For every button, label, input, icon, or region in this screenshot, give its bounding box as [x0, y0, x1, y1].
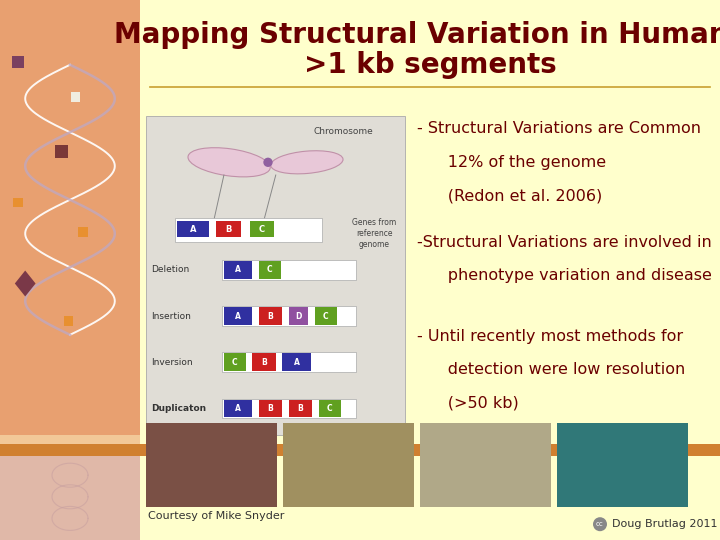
Text: Chromosome: Chromosome — [313, 127, 373, 136]
Bar — [224, 307, 253, 325]
Bar — [222, 353, 356, 372]
Text: Courtesy of Mike Snyder: Courtesy of Mike Snyder — [148, 510, 284, 521]
Text: Insertion: Insertion — [151, 312, 192, 321]
Text: phenotype variation and disease: phenotype variation and disease — [418, 268, 712, 284]
Bar — [0, 444, 720, 456]
Bar — [63, 316, 73, 326]
Bar — [146, 423, 277, 507]
Text: Inversion: Inversion — [151, 357, 193, 367]
Text: - Structural Variations are Common: - Structural Variations are Common — [418, 121, 701, 136]
Bar — [55, 145, 68, 158]
Text: C: C — [327, 404, 333, 413]
Bar — [259, 307, 282, 325]
Bar — [222, 306, 356, 326]
Bar — [224, 354, 246, 371]
Text: detection were low resolution: detection were low resolution — [418, 362, 685, 377]
Bar — [78, 227, 88, 237]
Bar — [13, 198, 23, 207]
Text: A: A — [294, 357, 300, 367]
Text: Deletion: Deletion — [151, 265, 189, 274]
Bar — [259, 261, 281, 279]
Ellipse shape — [188, 148, 270, 177]
Text: C: C — [267, 265, 273, 274]
Text: B: B — [261, 357, 267, 367]
Bar — [146, 116, 405, 435]
Bar — [12, 56, 24, 68]
Bar — [0, 456, 140, 540]
Bar — [222, 260, 356, 280]
Text: (Redon et al. 2006): (Redon et al. 2006) — [418, 188, 603, 203]
Text: 12% of the genome: 12% of the genome — [418, 154, 606, 170]
Text: A: A — [235, 312, 241, 321]
Bar — [282, 354, 311, 371]
Bar — [289, 307, 308, 325]
Bar — [0, 0, 140, 435]
Ellipse shape — [271, 151, 343, 174]
Bar — [177, 221, 209, 237]
Text: Duplicaton: Duplicaton — [151, 404, 207, 413]
Text: >1 kb segments: >1 kb segments — [304, 51, 557, 79]
Polygon shape — [15, 271, 35, 296]
Text: - Until recently most methods for: - Until recently most methods for — [418, 329, 683, 343]
Bar — [250, 221, 274, 237]
Text: -Structural Variations are involved in: -Structural Variations are involved in — [418, 235, 712, 250]
Bar — [216, 221, 241, 237]
Circle shape — [264, 158, 273, 167]
Bar — [283, 423, 414, 507]
Bar — [175, 218, 322, 242]
Bar — [140, 0, 720, 540]
Bar — [224, 400, 253, 417]
Text: A: A — [235, 404, 241, 413]
Bar — [289, 400, 312, 417]
Bar — [259, 400, 282, 417]
Bar — [557, 423, 688, 507]
Text: B: B — [297, 404, 303, 413]
Bar — [318, 400, 341, 417]
Bar — [224, 261, 253, 279]
Bar — [0, 435, 140, 456]
Text: cc: cc — [596, 521, 604, 527]
Bar — [420, 423, 551, 507]
Text: C: C — [323, 312, 328, 321]
Text: B: B — [268, 404, 274, 413]
Bar — [71, 92, 81, 102]
Bar — [0, 456, 140, 540]
Text: (>50 kb): (>50 kb) — [418, 396, 519, 410]
Text: B: B — [225, 225, 232, 234]
Text: A: A — [189, 225, 196, 234]
Text: A: A — [235, 265, 241, 274]
Text: C: C — [232, 357, 238, 367]
Text: Genes from
reference
genome: Genes from reference genome — [352, 218, 397, 249]
Bar — [222, 399, 356, 418]
Bar — [253, 354, 276, 371]
Text: Doug Brutlag 2011: Doug Brutlag 2011 — [612, 519, 718, 529]
Text: B: B — [268, 312, 274, 321]
Text: C: C — [259, 225, 265, 234]
Text: Mapping Structural Variation in Humans: Mapping Structural Variation in Humans — [114, 21, 720, 49]
Text: D: D — [295, 312, 302, 321]
Circle shape — [593, 517, 607, 531]
Bar — [315, 307, 337, 325]
